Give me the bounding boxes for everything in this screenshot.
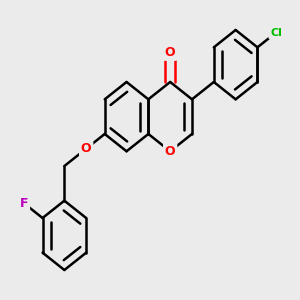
Text: O: O [165,145,175,158]
Text: Cl: Cl [270,28,282,38]
Text: O: O [81,142,92,155]
Text: O: O [165,46,175,59]
Text: F: F [20,197,28,210]
